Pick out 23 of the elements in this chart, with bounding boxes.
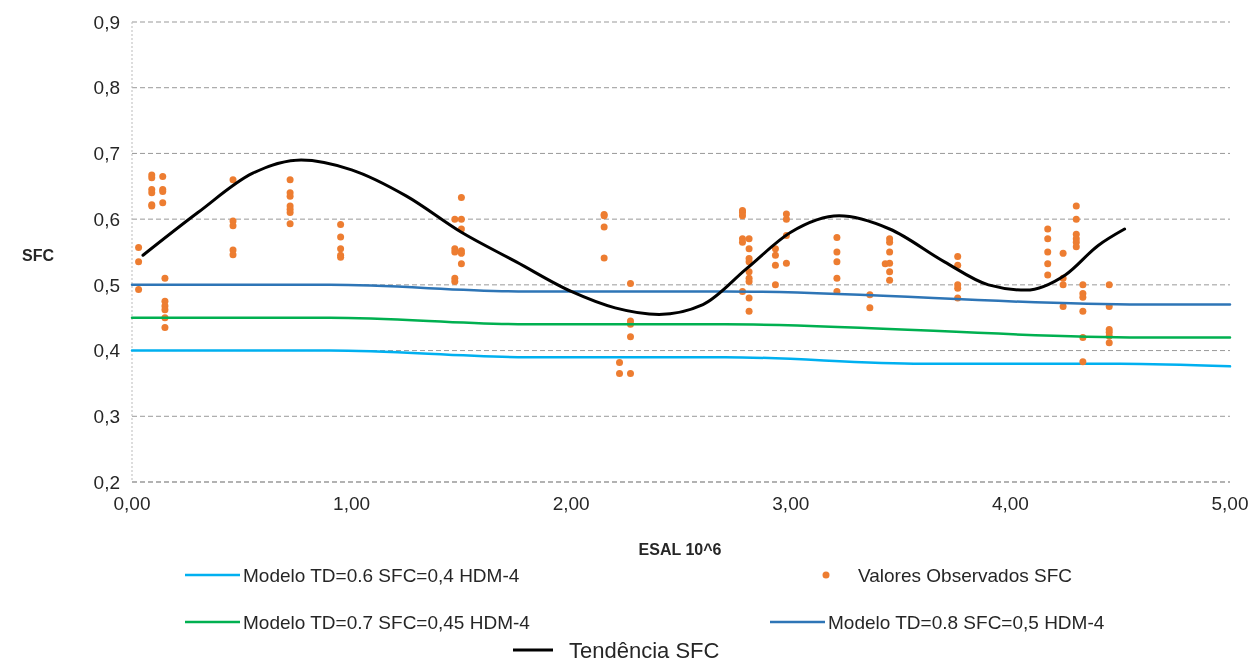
y-tick-label: 0,7	[93, 143, 120, 165]
x-tick-label: 3,00	[772, 493, 810, 514]
y-tick-label: 0,3	[93, 405, 120, 427]
y-tick-label: 0,8	[93, 77, 120, 99]
x-tick-label: 0,00	[113, 493, 151, 514]
legend-label: Modelo TD=0.6 SFC=0,4 HDM-4	[243, 564, 520, 586]
y-axis-title: SFC	[22, 247, 55, 264]
line-series	[130, 349, 1232, 368]
x-tick-label: 4,00	[991, 493, 1029, 514]
y-tick-label: 0,9	[93, 11, 120, 33]
legend-label: Modelo TD=0.7 SFC=0,45 HDM-4	[243, 611, 531, 633]
x-tick-label: 2,00	[552, 493, 590, 514]
line-series	[141, 158, 1127, 316]
y-tick-label: 0,5	[93, 274, 120, 296]
x-tick-label: 1,00	[333, 493, 371, 514]
y-tick-label: 0,4	[93, 340, 121, 362]
y-tick-label: 0,6	[93, 208, 120, 230]
x-tick-label: 5,00	[1211, 493, 1249, 514]
legend-label: Modelo TD=0.8 SFC=0,5 HDM-4	[828, 611, 1105, 633]
legend-label: Valores Observados SFC	[858, 564, 1073, 586]
x-axis-title: ESAL 10^6	[638, 541, 722, 558]
y-tick-label: 0,2	[93, 471, 120, 493]
legend-label: Tendência SFC	[569, 637, 720, 658]
